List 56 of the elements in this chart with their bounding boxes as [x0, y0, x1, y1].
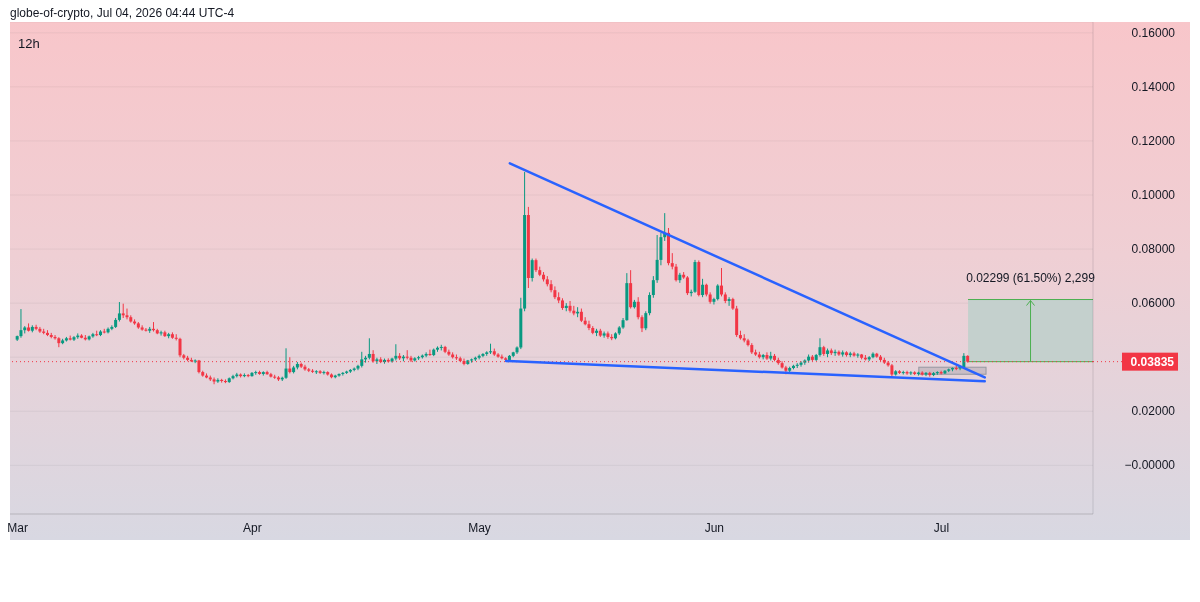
- y-tick-label: 0.14000: [1131, 79, 1176, 94]
- candlestick: [91, 332, 95, 339]
- candlestick: [727, 296, 731, 307]
- candlestick: [481, 352, 485, 358]
- x-tick-label: Jul: [933, 521, 950, 535]
- text: 12h: [18, 36, 40, 51]
- candlestick: [428, 349, 432, 357]
- y-tick-label: 0.02000: [1131, 404, 1176, 419]
- candlestick: [818, 337, 822, 358]
- candlestick: [38, 326, 42, 334]
- y-tick-label: 0.08000: [1131, 242, 1176, 257]
- candlestick: [424, 351, 428, 358]
- candlestick: [322, 370, 326, 376]
- candlestick: [159, 330, 163, 337]
- candlestick: [34, 324, 38, 331]
- candlestick: [602, 331, 606, 339]
- candlestick: [924, 371, 928, 377]
- x-tick-label: Apr: [243, 521, 262, 535]
- candlestick: [685, 275, 689, 296]
- y-tick-label: −0.00000: [1124, 458, 1176, 473]
- x-tick-label: May: [468, 521, 491, 535]
- candlestick: [125, 308, 129, 320]
- candlestick: [178, 337, 182, 358]
- x-tick-label: Jun: [704, 521, 725, 535]
- candlestick: [530, 258, 534, 283]
- candlestick: [568, 300, 572, 314]
- text: globe-of-crypto, Jul 04, 2026 04:44 UTC-4: [10, 6, 235, 20]
- y-tick-label: 0.12000: [1131, 133, 1176, 148]
- candlestick: [799, 360, 803, 368]
- ref-line-label: 0.03835: [1130, 354, 1175, 369]
- candlestick: [117, 301, 121, 323]
- candlestick: [648, 291, 652, 316]
- candlestick: [394, 343, 398, 361]
- candlestick: [765, 351, 769, 361]
- candlestick: [375, 357, 379, 365]
- candlestick: [144, 327, 148, 333]
- candlestick: [367, 337, 371, 360]
- candlestick: [216, 377, 220, 384]
- candlestick: [212, 376, 216, 385]
- candlestick: [496, 352, 500, 359]
- band-label: 0.02299 (61.50%) 2,299: [966, 270, 1096, 285]
- candlestick: [284, 347, 288, 380]
- x-tick-label: Mar: [7, 521, 28, 535]
- candlestick: [587, 320, 591, 331]
- candlestick: [678, 272, 682, 284]
- y-tick-label: 0.16000: [1131, 25, 1176, 40]
- candlestick: [19, 308, 23, 339]
- candlestick: [318, 369, 322, 375]
- candlestick: [837, 349, 841, 357]
- candlestick: [140, 324, 144, 332]
- y-tick-label: 0.06000: [1131, 296, 1176, 311]
- y-tick-label: 0.10000: [1131, 188, 1176, 203]
- candlestick: [265, 370, 269, 376]
- candlestick: [337, 372, 341, 378]
- candlestick: [447, 349, 451, 357]
- candlestick: [644, 310, 648, 331]
